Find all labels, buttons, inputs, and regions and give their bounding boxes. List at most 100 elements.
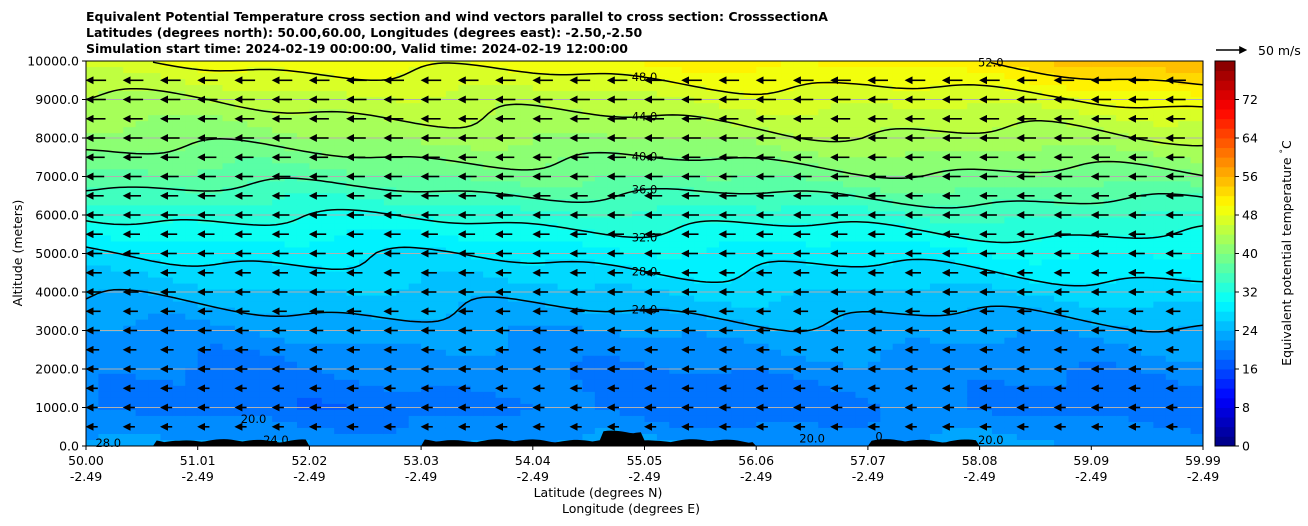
colorbar-segment-39 xyxy=(1215,61,1235,72)
colorbar-segment-2 xyxy=(1215,417,1235,428)
colorbar-segment-33 xyxy=(1215,118,1235,129)
y-tick-label-9: 9000.0 xyxy=(35,92,79,107)
x-tick-label-lon-0: -2.49 xyxy=(70,469,102,484)
colorbar-segment-28 xyxy=(1215,166,1235,177)
colorbar-segment-8 xyxy=(1215,359,1235,370)
colorbar-segment-13 xyxy=(1215,311,1235,322)
y-tick-label-4: 4000.0 xyxy=(35,285,79,300)
colorbar-segment-11 xyxy=(1215,330,1235,341)
x-axis-label-lat: Latitude (degrees N) xyxy=(534,485,663,500)
x-tick-label-lon-10: -2.49 xyxy=(1187,469,1219,484)
colorbar-tick-label-2: 16 xyxy=(1242,362,1258,377)
colorbar-tick-label-6: 48 xyxy=(1242,208,1258,223)
x-tick-label-lon-6: -2.49 xyxy=(740,469,772,484)
wind-key-label: 50 m/s xyxy=(1258,43,1301,58)
x-tick-label-lon-7: -2.49 xyxy=(852,469,884,484)
wind-key: 50 m/s xyxy=(1216,43,1301,58)
colorbar-segment-27 xyxy=(1215,176,1235,187)
colorbar-segment-29 xyxy=(1215,157,1235,168)
terrain xyxy=(86,430,1203,446)
colorbar-label: Equivalent potential temperature °C xyxy=(1279,140,1294,366)
y-tick-label-8: 8000.0 xyxy=(35,131,79,146)
colorbar-segment-20 xyxy=(1215,243,1235,254)
contour-label-1: 24.0 xyxy=(632,303,658,317)
x-tick-label-lon-8: -2.49 xyxy=(963,469,995,484)
colorbar-segment-10 xyxy=(1215,340,1235,351)
colorbar-segment-35 xyxy=(1215,99,1235,110)
colorbar-segment-32 xyxy=(1215,128,1235,139)
chart-title-line-2: Latitudes (degrees north): 50.00,60.00, … xyxy=(86,25,643,40)
x-tick-label-lat-8: 58.08 xyxy=(962,453,998,468)
colorbar-tick-label-5: 40 xyxy=(1242,246,1258,261)
colorbar-segment-15 xyxy=(1215,292,1235,303)
wind-vectors xyxy=(86,76,1186,431)
contour-labels: 24.0 28.0 32.0 36.0 40.0 44.0 48.0 52.0 28.0 20.0… xyxy=(95,56,1003,450)
colorbar-segment-9 xyxy=(1215,349,1235,360)
terrain-silhouette xyxy=(86,430,1203,446)
contour-line-7 xyxy=(152,61,1203,109)
contour-label-8: 52.0 xyxy=(978,56,1004,70)
colorbar-segment-22 xyxy=(1215,224,1235,235)
contour-label-extra-3: 20.0 xyxy=(799,431,825,445)
colorbar: 0 8 16 24 32 40 48 56 64 72 xyxy=(1214,60,1258,454)
y-tick-label-1: 1000.0 xyxy=(35,400,79,415)
colorbar-segment-25 xyxy=(1215,195,1235,206)
colorbar-tick-label-0: 0 xyxy=(1242,439,1250,454)
x-tick-label-lat-9: 59.09 xyxy=(1073,453,1109,468)
contour-label-extra-1: 20.0 xyxy=(241,412,267,426)
colorbar-tick-label-9: 72 xyxy=(1242,92,1258,107)
y-axis: 0.0 1000.0 2000.0 3000.0 4000.0 5000.0 6000.0 7… xyxy=(27,54,86,454)
colorbar-tick-label-1: 8 xyxy=(1242,400,1250,415)
colorbar-segment-21 xyxy=(1215,234,1235,245)
contour-label-extra-0: 28.0 xyxy=(95,436,121,450)
colorbar-segment-31 xyxy=(1215,138,1235,149)
y-tick-label-0: 0.0 xyxy=(59,439,79,454)
x-tick-label-lat-2: 52.02 xyxy=(292,453,328,468)
y-axis-label: Altitude (meters) xyxy=(10,200,25,307)
y-tick-label-7: 7000.0 xyxy=(35,169,79,184)
x-tick-label-lat-3: 53.03 xyxy=(403,453,439,468)
chart-title-line-3: Simulation start time: 2024-02-19 00:00:… xyxy=(86,41,628,56)
contour-label-extra-2: 24.0 xyxy=(263,433,289,447)
x-axis-label-lon: Longitude (degrees E) xyxy=(562,501,700,516)
theta-e-field xyxy=(86,61,1203,446)
y-tick-label-10: 10000.0 xyxy=(27,54,79,69)
colorbar-segment-1 xyxy=(1215,426,1235,437)
contour-label-5: 40.0 xyxy=(632,150,658,164)
colorbar-segment-4 xyxy=(1215,397,1235,408)
colorbar-segment-16 xyxy=(1215,282,1235,293)
y-tick-label-5: 5000.0 xyxy=(35,246,79,261)
colorbar-segment-34 xyxy=(1215,109,1235,120)
colorbar-segment-19 xyxy=(1215,253,1235,264)
x-tick-label-lat-4: 54.04 xyxy=(515,453,551,468)
contour-label-6: 44.0 xyxy=(632,110,658,124)
colorbar-segment-17 xyxy=(1215,272,1235,283)
x-tick-label-lon-1: -2.49 xyxy=(182,469,214,484)
contour-label-4: 36.0 xyxy=(632,182,658,196)
x-tick-label-lat-5: 55.05 xyxy=(627,453,663,468)
contour-label-extra-5: 20.0 xyxy=(978,433,1004,447)
x-tick-label-lat-0: 50.00 xyxy=(68,453,104,468)
colorbar-segment-36 xyxy=(1215,89,1235,100)
colorbar-tick-label-8: 64 xyxy=(1242,131,1258,146)
colorbar-segment-6 xyxy=(1215,378,1235,389)
x-tick-label-lon-9: -2.49 xyxy=(1075,469,1107,484)
colorbar-segment-5 xyxy=(1215,388,1235,399)
colorbar-segment-23 xyxy=(1215,215,1235,226)
y-tick-label-6: 6000.0 xyxy=(35,208,79,223)
colorbar-segment-7 xyxy=(1215,369,1235,380)
colorbar-segment-26 xyxy=(1215,186,1235,197)
x-tick-label-lat-7: 57.07 xyxy=(850,453,886,468)
colorbar-segment-38 xyxy=(1215,70,1235,81)
contour-label-3: 32.0 xyxy=(632,230,658,244)
colorbar-segment-0 xyxy=(1215,436,1235,447)
colorbar-segment-12 xyxy=(1215,320,1235,331)
colorbar-segment-30 xyxy=(1215,147,1235,158)
y-tick-label-2: 2000.0 xyxy=(35,362,79,377)
colorbar-segment-3 xyxy=(1215,407,1235,418)
x-tick-label-lat-10: 59.99 xyxy=(1185,453,1221,468)
x-tick-label-lon-3: -2.49 xyxy=(405,469,437,484)
x-tick-label-lon-5: -2.49 xyxy=(628,469,660,484)
x-axis: 50.00-2.4951.01-2.4952.02-2.4953.03-2.49… xyxy=(68,446,1221,484)
